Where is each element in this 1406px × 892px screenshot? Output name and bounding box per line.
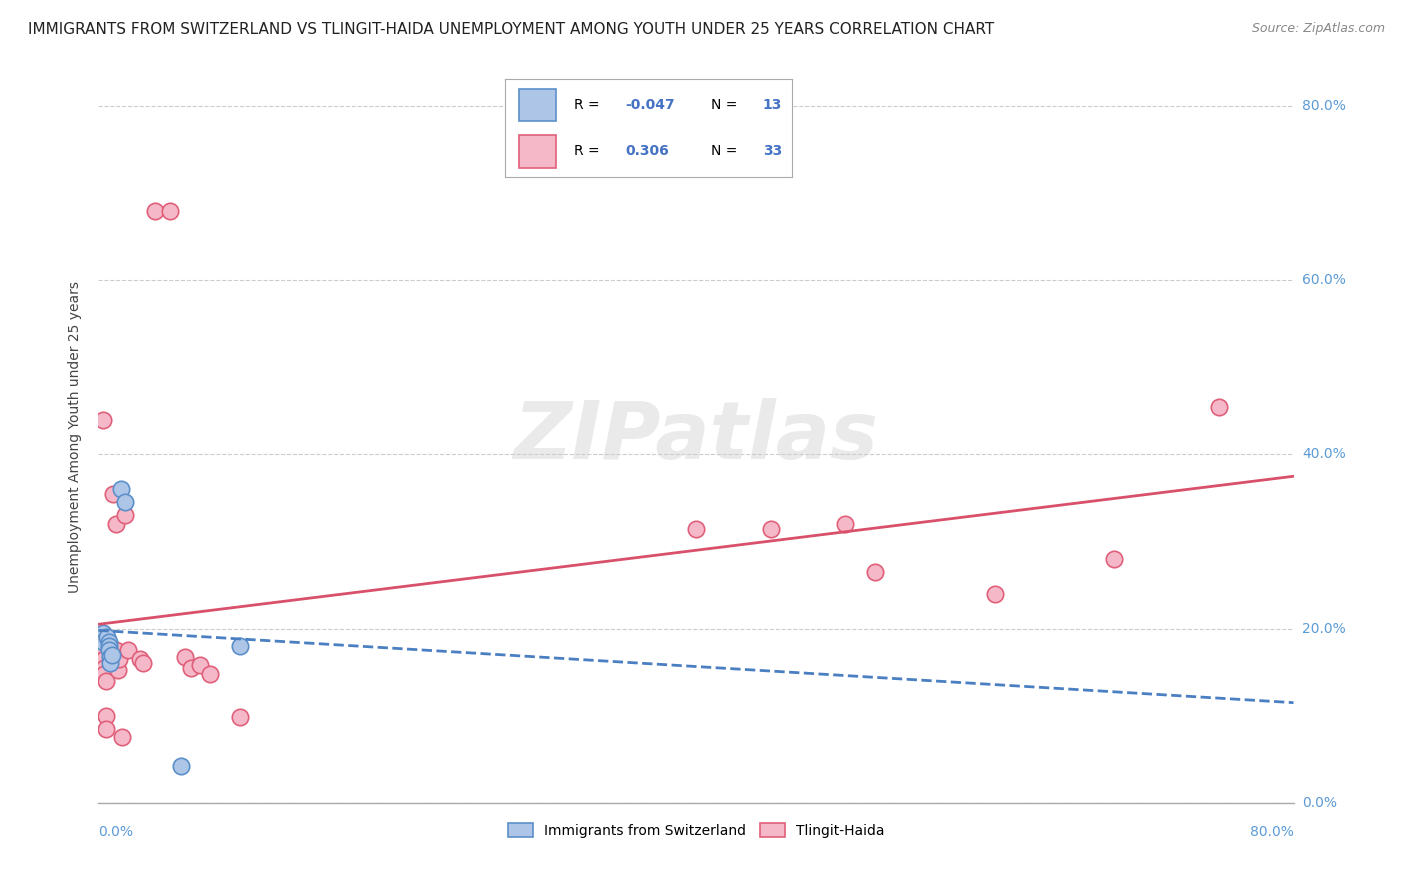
Text: 20.0%: 20.0% [1302, 622, 1346, 636]
Point [105, 517, 128, 532]
Point [97, 634, 120, 648]
Point [114, 508, 136, 523]
Point [94, 708, 117, 723]
Text: 80.0%: 80.0% [1302, 99, 1346, 113]
Text: ZIPatlas: ZIPatlas [513, 398, 879, 476]
Point [169, 759, 191, 773]
Point [101, 648, 124, 662]
Point [107, 664, 129, 678]
Point [180, 661, 202, 675]
Point [97, 639, 120, 653]
Point [865, 565, 887, 579]
Point [105, 643, 128, 657]
Point [132, 657, 155, 671]
Text: 60.0%: 60.0% [1302, 273, 1346, 287]
Text: 0.0%: 0.0% [98, 825, 134, 838]
Point [103, 486, 125, 500]
Point [188, 658, 211, 673]
Point [93, 661, 115, 675]
Point [110, 483, 132, 497]
Point [229, 639, 252, 653]
Point [91, 626, 114, 640]
Point [174, 649, 197, 664]
Point [108, 652, 131, 666]
Point [834, 517, 856, 532]
Point [1208, 400, 1230, 414]
Text: 40.0%: 40.0% [1302, 448, 1346, 461]
Point [91, 634, 114, 648]
Point [200, 667, 222, 681]
Point [685, 521, 707, 535]
Point [1104, 552, 1126, 566]
Point [97, 643, 120, 657]
Text: Source: ZipAtlas.com: Source: ZipAtlas.com [1251, 22, 1385, 36]
Point [114, 495, 136, 509]
Point [129, 652, 152, 666]
Point [759, 521, 782, 535]
Point [98, 657, 122, 671]
Point [96, 631, 118, 645]
Point [91, 412, 114, 426]
Point [111, 731, 134, 745]
Point [98, 649, 122, 664]
Point [117, 643, 139, 657]
Point [93, 667, 115, 681]
Point [91, 639, 114, 653]
Point [91, 643, 114, 657]
Legend: Immigrants from Switzerland, Tlingit-Haida: Immigrants from Switzerland, Tlingit-Hai… [502, 817, 890, 844]
Y-axis label: Unemployment Among Youth under 25 years: Unemployment Among Youth under 25 years [69, 281, 83, 593]
Point [94, 673, 117, 688]
Point [143, 203, 166, 218]
Point [984, 587, 1007, 601]
Point [94, 722, 117, 736]
Text: IMMIGRANTS FROM SWITZERLAND VS TLINGIT-HAIDA UNEMPLOYMENT AMONG YOUTH UNDER 25 Y: IMMIGRANTS FROM SWITZERLAND VS TLINGIT-H… [28, 22, 994, 37]
Text: 0.0%: 0.0% [1302, 796, 1337, 810]
Point [159, 203, 181, 218]
Point [93, 652, 115, 666]
Point [229, 710, 252, 724]
Text: 80.0%: 80.0% [1250, 825, 1294, 838]
